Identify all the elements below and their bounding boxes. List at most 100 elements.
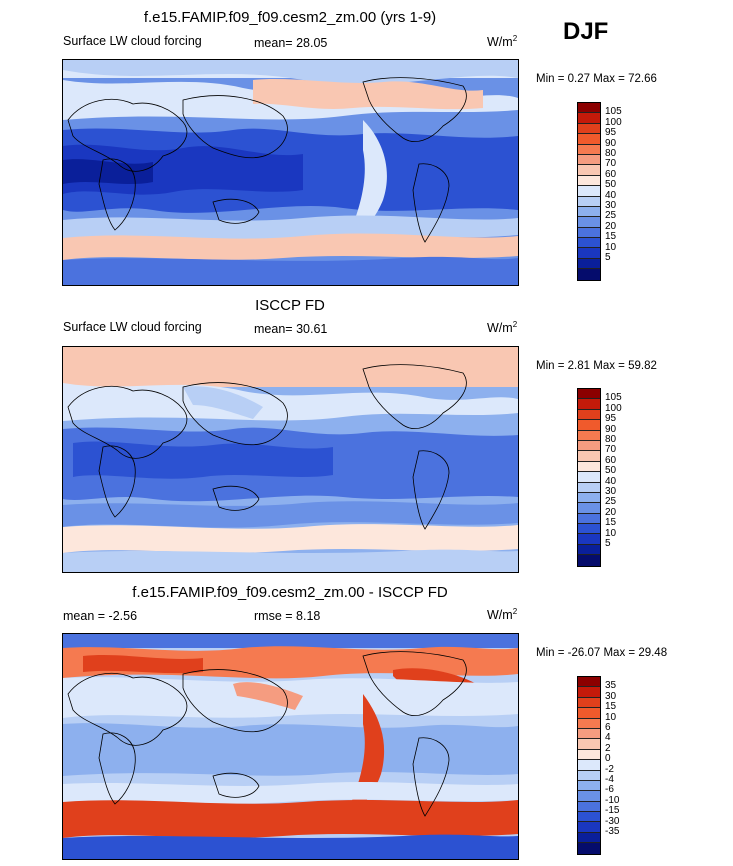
colorbar-tick-label: 30 — [605, 486, 617, 497]
panel1-field-label: Surface LW cloud forcing — [63, 34, 202, 48]
colorbar-tick-label: 30 — [605, 690, 617, 702]
colorbar-segment — [578, 440, 600, 452]
panel2-field-label: Surface LW cloud forcing — [63, 320, 202, 334]
colorbar-tick-label: 80 — [605, 148, 617, 159]
panel1-min-label: Min = — [536, 73, 565, 85]
colorbar-tick-label: 2 — [605, 742, 611, 754]
colorbar-segment — [578, 472, 600, 483]
colorbar-tick-label: 50 — [605, 465, 617, 477]
panel2-units-exp: 2 — [512, 320, 518, 329]
coastlines — [67, 364, 467, 530]
colorbar-tick-label: 15 — [605, 517, 617, 529]
panel3-min-value: -26.07 — [567, 647, 601, 659]
arctic-band — [63, 347, 518, 387]
panel3-rmse-value: 8.18 — [296, 609, 321, 623]
panel1-min-value: 0.27 — [567, 73, 591, 85]
colorbar-tick-label: 5 — [605, 538, 611, 549]
panel3-max-label: Max = — [603, 647, 636, 659]
colorbar-tick-label: 80 — [605, 434, 617, 445]
africa-coast — [98, 732, 136, 805]
panel2-mean-label: mean= — [254, 322, 293, 336]
colorbar-segment — [578, 822, 600, 833]
colorbar-tick-label: -2 — [605, 763, 614, 775]
colorbar-segment — [578, 269, 600, 280]
africa-coast — [98, 158, 136, 231]
colorbar-tick-label: 100 — [605, 116, 622, 128]
tibet-region — [183, 386, 263, 419]
colorbar-tick-label: 60 — [605, 168, 617, 180]
colorbar-segment — [578, 389, 600, 400]
east-pacific-stratus — [349, 120, 387, 240]
colorbar-tick-label: 70 — [605, 444, 617, 456]
panel1-mean: mean= 28.05 — [254, 36, 327, 50]
colorbar-segment — [578, 227, 600, 239]
colorbar-segment — [578, 409, 600, 421]
sh-subtropic-band — [63, 501, 518, 528]
nh-storm-track — [253, 79, 483, 110]
colorbar-segment — [578, 165, 600, 176]
panel3-map — [62, 633, 519, 860]
colorbar-segment — [578, 780, 600, 792]
panel1-colorbar — [577, 102, 601, 281]
colorbar-tick-label: 70 — [605, 158, 617, 170]
panel3-mean-label: mean = — [63, 609, 106, 623]
colorbar-tick-label: 15 — [605, 231, 617, 243]
panel2-title: ISCCP FD — [255, 297, 325, 314]
colorbar-segment — [578, 430, 600, 441]
sh-subtropic-band — [63, 782, 518, 804]
panel1-units-exp: 2 — [512, 34, 518, 43]
colorbar-segment — [578, 843, 600, 854]
colorbar-segment — [578, 123, 600, 135]
colorbar-segment — [578, 420, 600, 431]
colorbar-segment — [578, 258, 600, 270]
panel2-units: W/m2 — [487, 320, 517, 335]
colorbar-tick-label: 60 — [605, 454, 617, 466]
colorbar-segment — [578, 801, 600, 813]
colorbar-tick-label: 40 — [605, 475, 617, 487]
colorbar-segment — [578, 154, 600, 166]
southern-ocean-positive — [63, 800, 518, 838]
colorbar-segment — [578, 749, 600, 761]
panel2-colorbar — [577, 388, 601, 567]
panel3-minmax: Min = -26.07 Max = 29.48 — [536, 647, 667, 659]
colorbar-tick-label: -35 — [605, 826, 620, 837]
colorbar-segment — [578, 451, 600, 462]
panel1-mean-label: mean= — [254, 36, 293, 50]
panel1-map — [62, 59, 519, 286]
colorbar-segment — [578, 524, 600, 535]
colorbar-segment — [578, 461, 600, 473]
panel1-units-base: W/m — [487, 35, 513, 50]
south-america-coast — [412, 163, 450, 243]
colorbar-segment — [578, 482, 600, 493]
colorbar-segment — [578, 503, 600, 514]
colorbar-segment — [578, 555, 600, 566]
africa-coast — [98, 445, 136, 518]
sh-subtropic-band — [63, 215, 518, 241]
panel1-minmax: Min = 0.27 Max = 72.66 — [536, 73, 657, 85]
colorbar-tick-label: -4 — [605, 774, 614, 785]
colorbar-segment — [578, 677, 600, 688]
panel2-minmax: Min = 2.81 Max = 59.82 — [536, 360, 657, 372]
colorbar-segment — [578, 760, 600, 771]
north-america-coast — [362, 651, 467, 716]
colorbar-segment — [578, 113, 600, 124]
colorbar-tick-label: 90 — [605, 137, 617, 149]
asia-coast — [182, 669, 288, 733]
colorbar-segment — [578, 103, 600, 114]
panel2-mean-value: 30.61 — [296, 322, 328, 336]
colorbar-tick-label: 105 — [605, 106, 622, 118]
colorbar-segment — [578, 217, 600, 228]
coastlines — [67, 651, 467, 817]
colorbar-segment — [578, 238, 600, 249]
colorbar-tick-label: 90 — [605, 423, 617, 435]
colorbar-segment — [578, 739, 600, 750]
southern-ocean-band — [63, 233, 518, 260]
panel1-max-value: 72.66 — [628, 73, 657, 85]
colorbar-segment — [578, 196, 600, 207]
colorbar-segment — [578, 534, 600, 545]
panel3-mean-value: -2.56 — [108, 609, 138, 623]
season-label: DJF — [563, 18, 609, 45]
asia-coast — [182, 382, 288, 446]
panel1-max-label: Max = — [593, 73, 625, 85]
colorbar-tick-label: 15 — [605, 701, 617, 713]
